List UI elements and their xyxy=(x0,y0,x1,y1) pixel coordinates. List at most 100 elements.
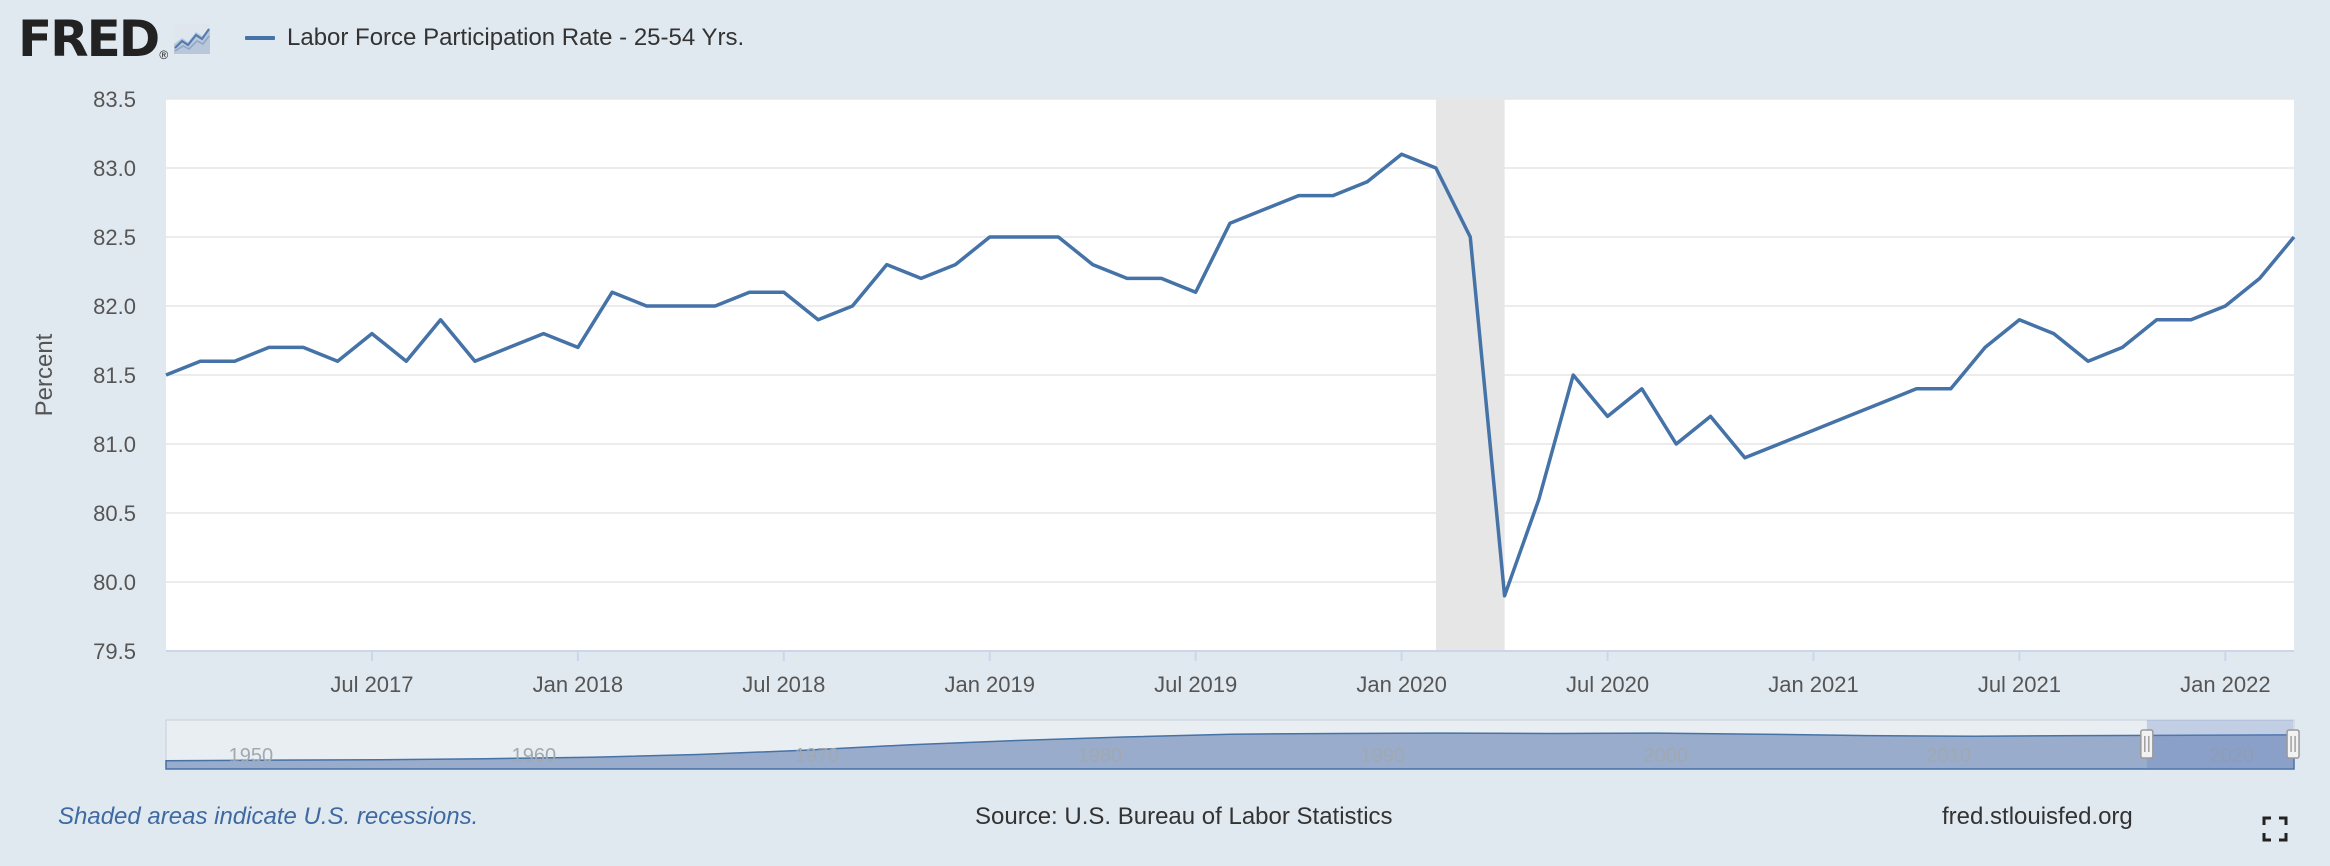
navigator-label: 1960 xyxy=(512,745,557,767)
navigator-label: 2010 xyxy=(1927,745,1972,767)
data-point[interactable] xyxy=(197,358,203,364)
data-point[interactable] xyxy=(232,358,238,364)
data-point[interactable] xyxy=(438,317,444,323)
data-point[interactable] xyxy=(609,289,615,295)
data-point[interactable] xyxy=(403,358,409,364)
navigator-label: 2000 xyxy=(1644,745,1689,767)
data-point[interactable] xyxy=(2119,344,2125,350)
data-point[interactable] xyxy=(781,289,787,295)
data-point[interactable] xyxy=(1261,206,1267,212)
data-point[interactable] xyxy=(987,234,993,240)
series-line[interactable] xyxy=(165,152,2296,598)
data-point[interactable] xyxy=(746,289,752,295)
data-point[interactable] xyxy=(1913,386,1919,392)
y-tick-label: 82.0 xyxy=(93,294,136,319)
data-point[interactable] xyxy=(1570,372,1576,378)
line-chart: 79.5 80.0 80.5 81.0 81.5 82.0 82.5 83.0 83.5 Perc… xyxy=(31,87,2300,770)
data-point[interactable] xyxy=(2154,317,2160,323)
data-point[interactable] xyxy=(1021,234,1027,240)
data-point[interactable] xyxy=(678,303,684,309)
data-point[interactable] xyxy=(472,358,478,364)
x-tick-label: Jul 2018 xyxy=(742,672,825,697)
navigator-handle-left[interactable] xyxy=(2140,729,2154,759)
data-point[interactable] xyxy=(1090,262,1096,268)
navigator-label: 1980 xyxy=(1078,745,1123,767)
data-point[interactable] xyxy=(163,372,169,378)
y-tick-label: 82.5 xyxy=(93,225,136,250)
data-point[interactable] xyxy=(884,262,890,268)
data-point[interactable] xyxy=(335,358,341,364)
source-text: Source: U.S. Bureau of Labor Statistics xyxy=(975,803,1393,830)
y-tick-label: 80.5 xyxy=(93,501,136,526)
data-point[interactable] xyxy=(575,344,581,350)
navigator-selection[interactable] xyxy=(2146,720,2294,769)
x-tick-label: Jan 2020 xyxy=(1356,672,1447,697)
fullscreen-icon[interactable] xyxy=(2262,816,2288,842)
data-point[interactable] xyxy=(1364,179,1370,185)
data-point[interactable] xyxy=(1296,193,1302,199)
data-point[interactable] xyxy=(2222,303,2228,309)
navigator-handle-right[interactable] xyxy=(2286,729,2300,759)
data-point[interactable] xyxy=(2188,317,2194,323)
data-point[interactable] xyxy=(1330,193,1336,199)
x-tick-label: Jan 2019 xyxy=(944,672,1035,697)
data-point[interactable] xyxy=(1124,275,1130,281)
data-point[interactable] xyxy=(506,344,512,350)
data-point[interactable] xyxy=(1502,593,1508,599)
x-tick-label: Jan 2018 xyxy=(533,672,624,697)
data-point[interactable] xyxy=(1055,234,1061,240)
x-tick-label: Jan 2022 xyxy=(2180,672,2271,697)
data-point[interactable] xyxy=(918,275,924,281)
data-point[interactable] xyxy=(1742,455,1748,461)
data-point[interactable] xyxy=(1639,386,1645,392)
data-point[interactable] xyxy=(952,262,958,268)
data-point[interactable] xyxy=(2291,234,2297,240)
data-point[interactable] xyxy=(1158,275,1164,281)
logo-text: FRED xyxy=(18,10,160,68)
y-tick-label: 83.0 xyxy=(93,156,136,181)
data-point[interactable] xyxy=(1605,413,1611,419)
data-point[interactable] xyxy=(1536,496,1542,502)
data-point[interactable] xyxy=(2016,317,2022,323)
data-point[interactable] xyxy=(1673,441,1679,447)
chart-legend[interactable]: Labor Force Participation Rate - 25-54 Y… xyxy=(245,24,744,52)
data-point[interactable] xyxy=(712,303,718,309)
data-point[interactable] xyxy=(1193,289,1199,295)
data-point[interactable] xyxy=(1708,413,1714,419)
data-point[interactable] xyxy=(849,303,855,309)
data-point[interactable] xyxy=(1776,441,1782,447)
data-point[interactable] xyxy=(300,344,306,350)
navigator-label: 1950 xyxy=(229,745,274,767)
data-point[interactable] xyxy=(1399,151,1405,157)
y-axis-title: Percent xyxy=(31,333,58,416)
navigator-label: 2020 xyxy=(2209,745,2254,767)
data-point[interactable] xyxy=(1467,234,1473,240)
data-point[interactable] xyxy=(1845,413,1851,419)
fred-url-link[interactable]: fred.stlouisfed.org xyxy=(1942,803,2133,830)
legend-series-label: Labor Force Participation Rate - 25-54 Y… xyxy=(287,24,745,51)
data-point[interactable] xyxy=(1433,165,1439,171)
data-point[interactable] xyxy=(541,331,547,337)
data-point[interactable] xyxy=(266,344,272,350)
navigator-label: 1970 xyxy=(795,745,840,767)
y-tick-label: 81.5 xyxy=(93,363,136,388)
data-point[interactable] xyxy=(1982,344,1988,350)
data-point[interactable] xyxy=(815,317,821,323)
data-point[interactable] xyxy=(2085,358,2091,364)
x-tick-label: Jul 2017 xyxy=(330,672,413,697)
logo-registered-mark: ® xyxy=(159,48,169,62)
data-point[interactable] xyxy=(1879,400,1885,406)
data-point[interactable] xyxy=(644,303,650,309)
line-graph-icon xyxy=(174,24,211,54)
data-point[interactable] xyxy=(369,331,375,337)
data-point[interactable] xyxy=(2257,275,2263,281)
data-point[interactable] xyxy=(1948,386,1954,392)
fred-logo[interactable]: FRED ® xyxy=(18,10,211,68)
x-tick-label: Jul 2020 xyxy=(1566,672,1649,697)
data-point[interactable] xyxy=(1227,220,1233,226)
data-point[interactable] xyxy=(1810,427,1816,433)
data-point[interactable] xyxy=(2051,331,2057,337)
x-tick-label: Jul 2019 xyxy=(1154,672,1237,697)
y-tick-label: 79.5 xyxy=(93,639,136,664)
navigator-series-area xyxy=(165,732,2295,770)
